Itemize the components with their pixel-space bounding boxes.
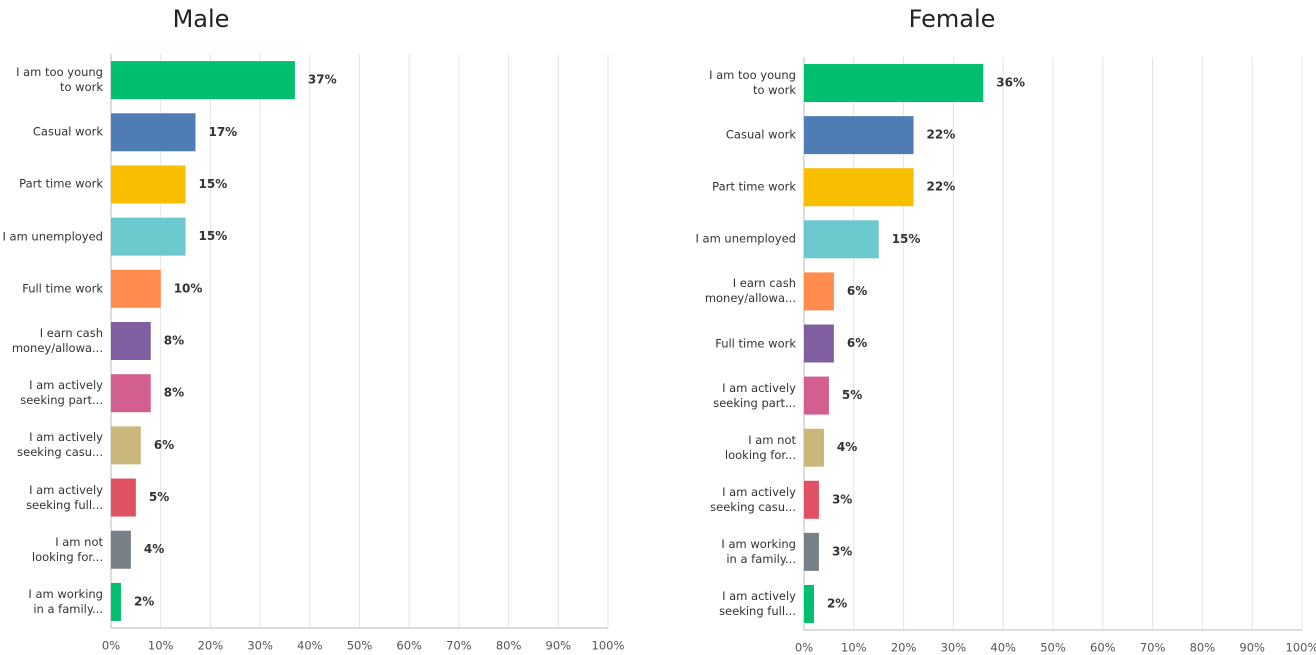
data-label: 2% bbox=[134, 594, 154, 608]
bar bbox=[804, 168, 914, 207]
data-label: 22% bbox=[927, 128, 956, 142]
data-label: 6% bbox=[847, 284, 867, 298]
data-label: 10% bbox=[174, 281, 203, 295]
bar bbox=[111, 374, 151, 413]
data-label: 2% bbox=[827, 596, 847, 610]
bar bbox=[804, 532, 819, 571]
data-label: 8% bbox=[164, 334, 184, 348]
category-label: I am unemployed bbox=[2, 229, 103, 244]
data-label: 8% bbox=[164, 386, 184, 400]
x-tick-label: 20% bbox=[891, 641, 917, 655]
data-label: 4% bbox=[144, 542, 164, 556]
category-label: I am too young to work bbox=[16, 65, 103, 95]
x-tick-label: 90% bbox=[1239, 641, 1265, 655]
x-tick-label: 0% bbox=[795, 641, 813, 655]
category-label: I earn cash money/allowa... bbox=[704, 276, 796, 306]
bar bbox=[804, 480, 819, 519]
data-label: 37% bbox=[308, 73, 337, 87]
x-tick-label: 40% bbox=[990, 641, 1016, 655]
bar bbox=[804, 428, 824, 467]
chart-title: Male bbox=[173, 5, 230, 33]
category-label: Full time work bbox=[22, 281, 103, 296]
x-tick-label: 30% bbox=[941, 641, 967, 655]
data-label: 15% bbox=[199, 177, 228, 191]
category-label: Part time work bbox=[19, 176, 103, 191]
data-label: 6% bbox=[847, 336, 867, 350]
category-label: I am actively seeking casu... bbox=[17, 430, 103, 460]
category-label: Casual work bbox=[32, 124, 103, 139]
bar bbox=[111, 113, 196, 152]
bar bbox=[804, 584, 814, 623]
data-label: 3% bbox=[832, 544, 852, 558]
bar bbox=[111, 530, 131, 569]
bar bbox=[111, 426, 141, 465]
x-tick-label: 50% bbox=[347, 639, 373, 653]
data-label: 5% bbox=[149, 490, 169, 504]
data-label: 5% bbox=[842, 388, 862, 402]
data-label: 3% bbox=[832, 492, 852, 506]
x-tick-label: 20% bbox=[198, 639, 224, 653]
x-tick-label: 40% bbox=[297, 639, 323, 653]
data-label: 15% bbox=[199, 229, 228, 243]
category-label: I am actively seeking part... bbox=[20, 378, 103, 408]
bar bbox=[111, 61, 295, 100]
bar bbox=[111, 582, 121, 621]
bar bbox=[111, 322, 151, 360]
category-label: I am not looking for... bbox=[724, 432, 796, 462]
category-label: I am actively seeking casu... bbox=[710, 484, 796, 514]
x-tick-label: 10% bbox=[148, 639, 174, 653]
bar bbox=[111, 269, 161, 308]
category-label: Part time work bbox=[712, 179, 796, 194]
x-tick-label: 70% bbox=[446, 639, 472, 653]
category-label: I am actively seeking full... bbox=[719, 588, 796, 618]
bar bbox=[804, 324, 834, 363]
category-label: I am working in a family... bbox=[721, 536, 796, 566]
x-tick-label: 0% bbox=[102, 639, 120, 653]
x-tick-label: 50% bbox=[1040, 641, 1066, 655]
data-label: 17% bbox=[208, 125, 237, 139]
x-tick-label: 60% bbox=[1090, 641, 1116, 655]
category-label: Casual work bbox=[725, 127, 796, 142]
bar bbox=[111, 165, 186, 204]
data-label: 6% bbox=[154, 438, 174, 452]
x-tick-label: 80% bbox=[1190, 641, 1216, 655]
category-label: I am actively seeking part... bbox=[713, 380, 796, 410]
category-label: Full time work bbox=[715, 336, 796, 350]
bar bbox=[804, 272, 834, 311]
category-label: I am working in a family... bbox=[28, 586, 103, 616]
x-tick-label: 30% bbox=[247, 639, 273, 653]
category-label: I earn cash money/allowa... bbox=[11, 326, 103, 355]
bar bbox=[804, 116, 914, 155]
x-tick-label: 10% bbox=[841, 641, 867, 655]
category-label: I am not looking for... bbox=[31, 534, 103, 564]
bar bbox=[804, 376, 829, 415]
x-tick-label: 70% bbox=[1140, 641, 1166, 655]
x-tick-label: 90% bbox=[546, 639, 572, 653]
x-tick-label: 80% bbox=[496, 639, 522, 653]
category-label: I am actively seeking full... bbox=[26, 482, 103, 512]
x-tick-label: 100% bbox=[1286, 641, 1316, 655]
data-label: 15% bbox=[892, 232, 921, 246]
category-label: I am unemployed bbox=[695, 231, 796, 246]
bar bbox=[111, 217, 186, 256]
bar bbox=[804, 220, 879, 259]
data-label: 22% bbox=[927, 180, 956, 194]
category-label: I am too young to work bbox=[709, 68, 796, 98]
bar bbox=[111, 478, 136, 517]
x-tick-label: 100% bbox=[592, 639, 625, 653]
data-label: 4% bbox=[837, 440, 857, 454]
x-tick-label: 60% bbox=[396, 639, 422, 653]
data-label: 36% bbox=[996, 76, 1025, 90]
chart-title: Female bbox=[909, 5, 996, 33]
bar bbox=[804, 64, 984, 103]
